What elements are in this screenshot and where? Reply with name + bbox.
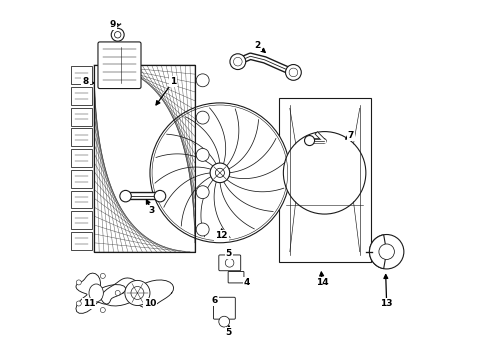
Text: 3: 3 (148, 206, 155, 215)
Circle shape (125, 280, 150, 306)
Circle shape (154, 190, 166, 202)
Text: 5: 5 (226, 249, 232, 258)
FancyBboxPatch shape (219, 255, 241, 271)
Bar (95, 65, 195, 252)
Text: 8: 8 (82, 77, 89, 86)
Circle shape (234, 57, 242, 66)
FancyBboxPatch shape (214, 297, 235, 319)
Circle shape (379, 244, 394, 260)
Circle shape (225, 258, 234, 267)
Circle shape (196, 148, 209, 161)
Polygon shape (101, 278, 173, 308)
Circle shape (196, 111, 209, 124)
Circle shape (230, 54, 245, 69)
Circle shape (100, 307, 105, 312)
Bar (71, 170, 92, 188)
Circle shape (286, 64, 301, 80)
Text: 6: 6 (211, 296, 218, 305)
FancyBboxPatch shape (98, 42, 141, 89)
Circle shape (111, 28, 124, 41)
Text: 4: 4 (244, 278, 250, 287)
Circle shape (115, 291, 120, 296)
Circle shape (76, 301, 81, 306)
Bar (71, 129, 92, 146)
Text: 1: 1 (170, 77, 176, 86)
FancyBboxPatch shape (228, 271, 244, 283)
Text: 7: 7 (347, 131, 354, 140)
Ellipse shape (89, 284, 103, 302)
Bar (71, 191, 92, 208)
Circle shape (215, 168, 224, 177)
Circle shape (219, 316, 230, 327)
Circle shape (283, 132, 366, 214)
Circle shape (100, 273, 105, 278)
Circle shape (196, 223, 209, 236)
Bar (71, 149, 92, 167)
Circle shape (120, 190, 131, 202)
Circle shape (196, 186, 209, 199)
Circle shape (196, 74, 209, 87)
Text: 9: 9 (109, 19, 116, 28)
Text: 5: 5 (226, 328, 232, 337)
Circle shape (304, 135, 315, 145)
Text: 14: 14 (316, 278, 328, 287)
Bar (71, 108, 92, 126)
Circle shape (76, 280, 81, 285)
Text: 11: 11 (83, 299, 95, 308)
Bar (71, 87, 92, 105)
Bar (95, 65, 195, 252)
Polygon shape (76, 273, 125, 313)
Circle shape (289, 68, 298, 77)
Circle shape (131, 287, 144, 300)
Bar (71, 211, 92, 229)
Wedge shape (369, 235, 387, 269)
Bar (71, 66, 92, 84)
Bar (71, 232, 92, 250)
Circle shape (369, 234, 404, 269)
Circle shape (210, 163, 230, 183)
Bar (279, 98, 370, 262)
Circle shape (150, 103, 290, 243)
Text: 10: 10 (144, 299, 156, 308)
Text: 2: 2 (254, 41, 261, 50)
Text: 13: 13 (380, 299, 393, 308)
Text: 12: 12 (216, 231, 228, 240)
Circle shape (115, 32, 121, 38)
